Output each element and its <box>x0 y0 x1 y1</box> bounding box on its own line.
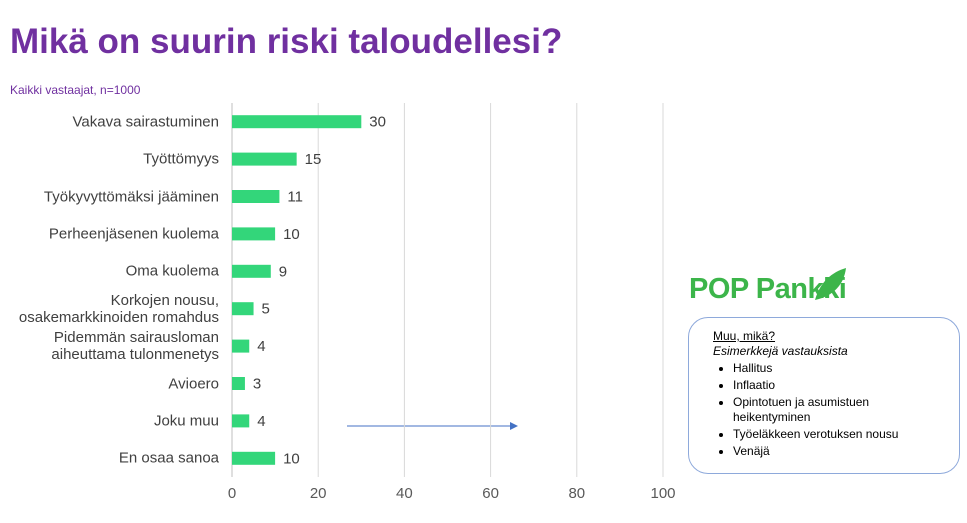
bar <box>232 115 362 129</box>
bar <box>232 339 250 353</box>
x-tick-label: 0 <box>228 485 236 502</box>
value-label: 4 <box>257 338 265 355</box>
bar <box>232 302 254 316</box>
note-box: Muu, mikä? Esimerkkejä vastauksista Hall… <box>688 317 960 474</box>
bar <box>232 264 271 278</box>
x-tick-label: 60 <box>482 485 499 502</box>
y-tick-label: En osaa sanoa <box>118 449 219 467</box>
y-tick-label: Avioero <box>168 375 219 392</box>
y-tick-label: Joku muu <box>153 412 219 430</box>
y-tick-label: Perheenjäsenen kuolema <box>48 225 219 243</box>
y-tick-label: Työkyvyttömäksi jääminen <box>43 188 219 205</box>
y-tick-label: Korkojen nousu, osakemarkkinoiden romahd… <box>18 291 219 326</box>
note-item: Opintotuen ja asumistuen heikentyminen <box>733 395 918 425</box>
note-list: Hallitus Inflaatio Opintotuen ja asumistue… <box>713 361 959 459</box>
chart-subtitle: Kaikki vastaajat, n=1000 <box>10 83 141 97</box>
note-item: Inflaatio <box>733 378 918 393</box>
bar <box>232 152 297 166</box>
note-item: Venäjä <box>733 444 918 459</box>
value-label: 30 <box>369 114 386 131</box>
value-label: 11 <box>287 188 303 205</box>
y-tick-label: Työttömyys <box>143 150 219 168</box>
value-label: 10 <box>283 226 300 243</box>
chart-title: Mikä on suurin riski taloudellesi? <box>10 22 563 61</box>
bar <box>232 227 276 241</box>
x-tick-label: 100 <box>650 485 675 502</box>
value-label: 10 <box>283 450 300 467</box>
x-tick-label: 40 <box>396 485 413 502</box>
x-tick-label: 20 <box>310 485 327 502</box>
note-item: Työeläkkeen verotuksen nousu <box>733 427 918 442</box>
y-tick-label: Oma kuolema <box>125 262 219 280</box>
note-subheading: Esimerkkejä vastauksista <box>713 344 848 358</box>
bar <box>232 190 280 203</box>
y-tick-label: Vakava sairastuminen <box>72 113 219 131</box>
x-tick-label: 80 <box>568 485 585 502</box>
value-label: 9 <box>279 263 287 280</box>
y-tick-label: Pidemmän sairausloman aiheuttama tulonme… <box>51 329 219 364</box>
note-heading: Muu, mikä? <box>713 329 776 343</box>
value-label: 4 <box>257 413 265 430</box>
bar <box>232 451 276 465</box>
value-label: 5 <box>262 301 270 318</box>
value-label: 3 <box>253 375 261 392</box>
note-item: Hallitus <box>733 361 918 376</box>
logo: POP Pankki <box>689 273 847 305</box>
value-label: 15 <box>305 151 322 168</box>
bar <box>232 377 245 390</box>
arrow-head <box>510 422 518 430</box>
logo-leaf <box>815 268 846 300</box>
bar <box>232 414 250 428</box>
